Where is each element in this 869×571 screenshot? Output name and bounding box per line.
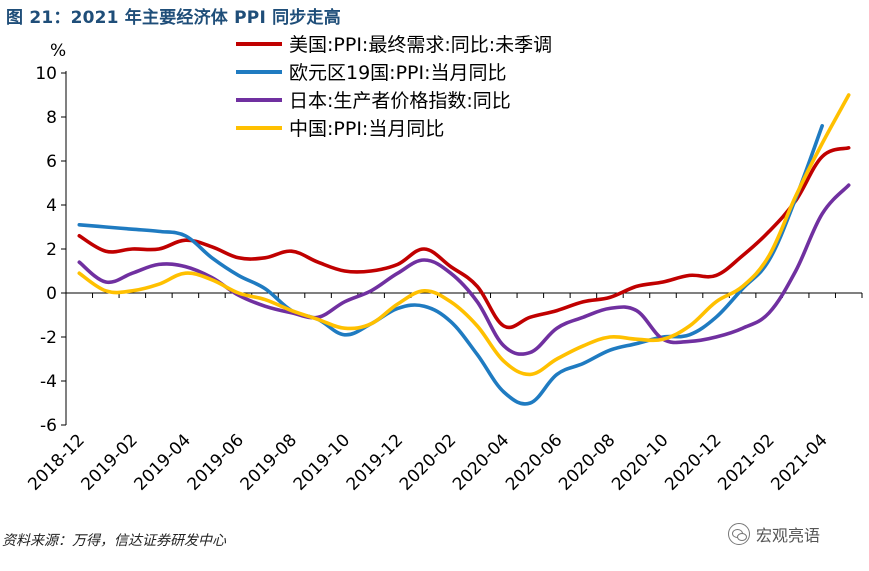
- legend-label: 欧元区19国:PPI:当月同比: [289, 62, 507, 84]
- legend-label: 美国:PPI:最终需求:同比:未季调: [289, 34, 552, 56]
- watermark-label: 宏观亮语: [756, 526, 821, 545]
- x-tick-label: 2019-06: [184, 430, 248, 494]
- wechat-logo-icon: [728, 523, 750, 545]
- y-tick-label: 4: [46, 196, 57, 216]
- series-line-3: [77, 183, 851, 356]
- x-tick-label: 2021-02: [714, 430, 778, 494]
- x-tick-label: 2019-12: [343, 430, 407, 494]
- x-tick-label: 2018-12: [24, 430, 88, 494]
- x-tick-label: 2019-08: [237, 430, 301, 494]
- source-note: 资料来源：万得，信达证券研发中心: [2, 533, 226, 549]
- x-tick-label: 2020-06: [502, 430, 566, 494]
- watermark: 宏观亮语: [728, 522, 820, 546]
- y-tick-label: -4: [40, 372, 57, 392]
- legend: 美国:PPI:最终需求:同比:未季调欧元区19国:PPI:当月同比日本:生产者价…: [236, 34, 552, 140]
- series-layer: [77, 93, 851, 406]
- series-line-2: [77, 124, 824, 406]
- y-axis-unit-label: %: [50, 41, 66, 61]
- x-tick-label: 2020-10: [608, 430, 672, 494]
- y-tick-label: 6: [46, 152, 57, 172]
- x-tick-label: 2020-04: [449, 430, 513, 494]
- x-tick-label: 2020-08: [555, 430, 619, 494]
- y-tick-label: 2: [46, 240, 57, 260]
- series-line-1: [77, 146, 851, 330]
- x-tick-label: 2020-02: [396, 430, 460, 494]
- x-tick-label: 2019-10: [290, 430, 354, 494]
- y-tick-label: 0: [46, 284, 57, 304]
- y-tick-label: 8: [46, 108, 57, 128]
- x-tick-label: 2019-04: [131, 430, 195, 494]
- series-line-4: [77, 93, 851, 377]
- x-tick-label: 2021-04: [767, 430, 831, 494]
- chart-title: 图 21：2021 年主要经济体 PPI 同步走高: [6, 8, 341, 28]
- y-tick-label: -6: [40, 416, 57, 436]
- line-chart: 1086420-2-4-6%2018-122019-022019-042019-…: [24, 34, 863, 495]
- y-tick-label: 10: [35, 64, 57, 84]
- legend-label: 中国:PPI:当月同比: [289, 118, 444, 140]
- x-tick-label: 2020-12: [661, 430, 725, 494]
- legend-label: 日本:生产者价格指数:同比: [289, 90, 511, 112]
- x-tick-label: 2019-02: [78, 430, 142, 494]
- y-tick-label: -2: [40, 328, 57, 348]
